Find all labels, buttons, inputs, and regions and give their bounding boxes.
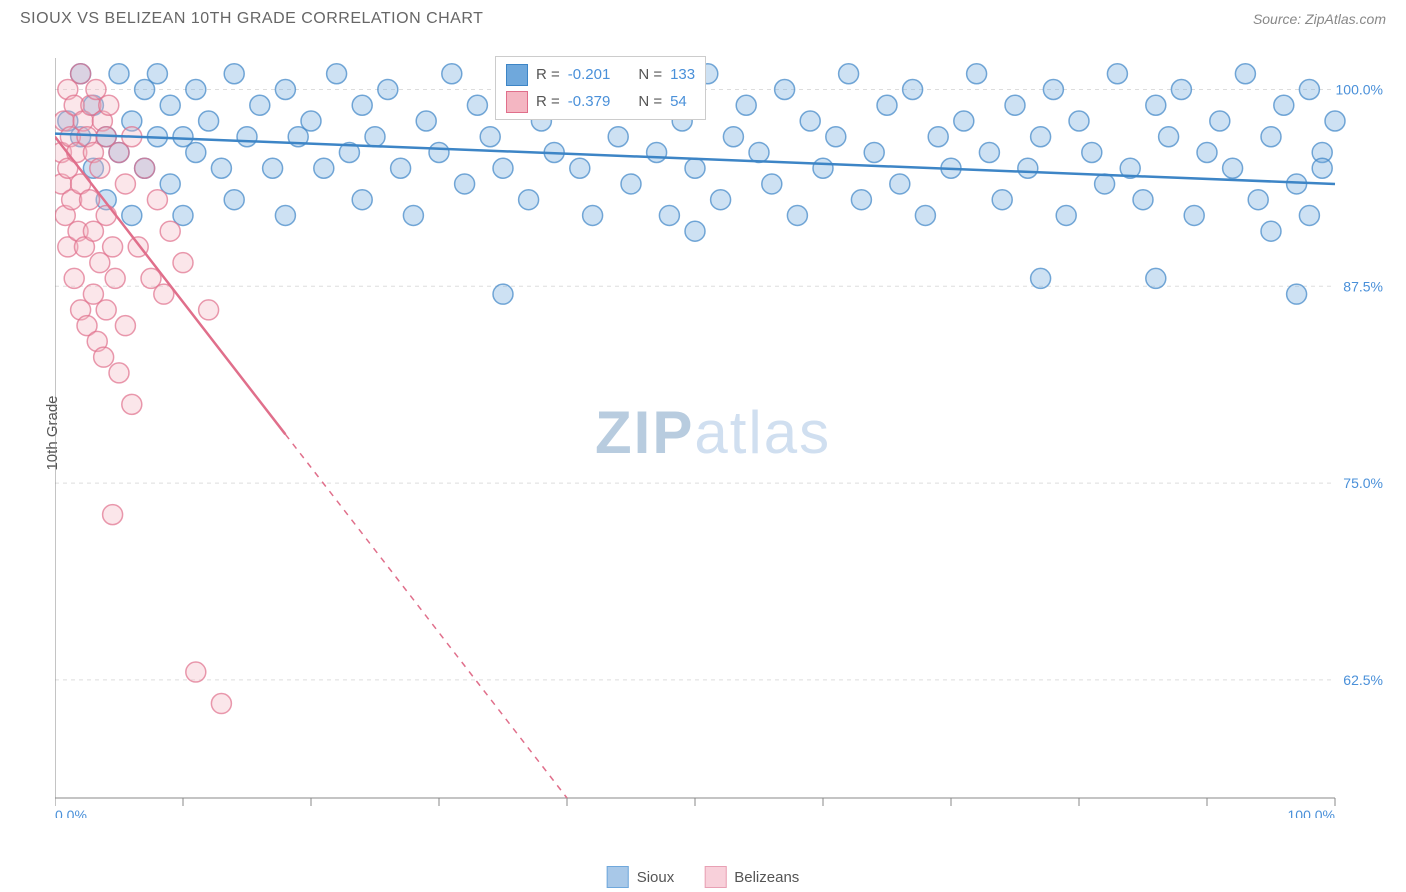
stats-legend: R = -0.201 N = 133 R = -0.379 N = 54: [495, 56, 706, 120]
svg-text:0.0%: 0.0%: [55, 807, 87, 818]
n-label: N =: [638, 88, 662, 115]
legend-item: Belizeans: [704, 866, 799, 888]
r-value: -0.379: [568, 88, 611, 115]
r-value: -0.201: [568, 61, 611, 88]
chart-title: SIOUX VS BELIZEAN 10TH GRADE CORRELATION…: [20, 10, 483, 28]
legend-label: Belizeans: [734, 869, 799, 886]
stats-row: R = -0.201 N = 133: [506, 61, 695, 88]
series-swatch: [506, 91, 528, 113]
svg-text:75.0%: 75.0%: [1343, 475, 1383, 491]
svg-text:87.5%: 87.5%: [1343, 278, 1383, 294]
bottom-legend: Sioux Belizeans: [607, 866, 800, 888]
legend-item: Sioux: [607, 866, 675, 888]
stats-row: R = -0.379 N = 54: [506, 88, 695, 115]
n-value: 54: [670, 88, 687, 115]
n-value: 133: [670, 61, 695, 88]
r-label: R =: [536, 88, 560, 115]
r-label: R =: [536, 61, 560, 88]
source-label: Source: ZipAtlas.com: [1253, 11, 1386, 27]
legend-swatch: [704, 866, 726, 888]
chart-area: 10th Grade 62.5%75.0%87.5%100.0%0.0%100.…: [55, 48, 1385, 818]
svg-text:62.5%: 62.5%: [1343, 672, 1383, 688]
svg-text:100.0%: 100.0%: [1288, 807, 1335, 818]
legend-swatch: [607, 866, 629, 888]
svg-text:100.0%: 100.0%: [1336, 81, 1383, 97]
n-label: N =: [638, 61, 662, 88]
series-swatch: [506, 64, 528, 86]
scatter-plot: 62.5% 75.0% 87.5% 100.0% 0.0% 100.0%: [55, 48, 1385, 818]
legend-label: Sioux: [637, 869, 675, 886]
